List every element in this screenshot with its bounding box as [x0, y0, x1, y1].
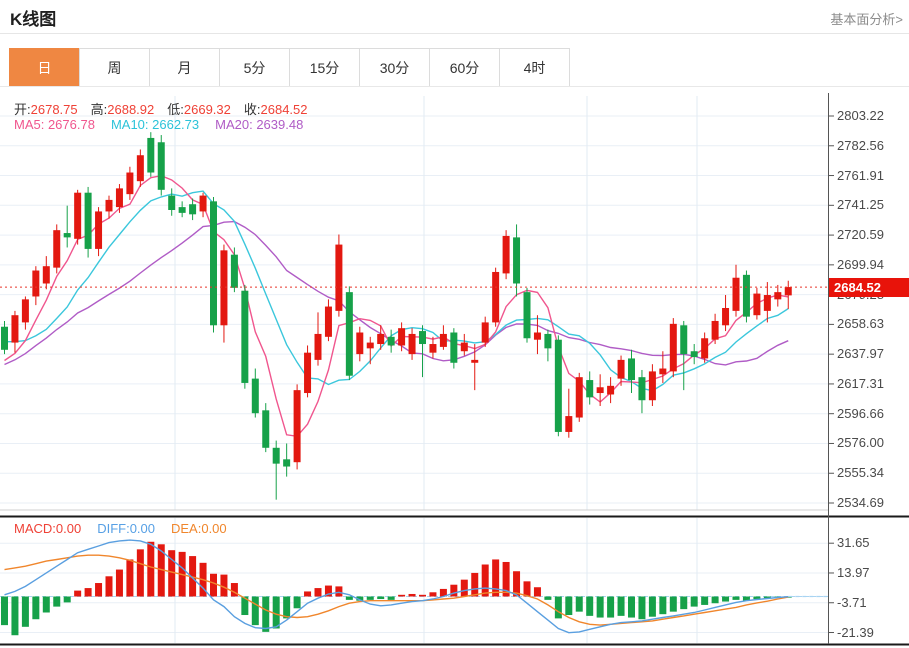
macd-axis-tick-label: -3.71	[837, 594, 867, 610]
price-axis-tick-label: 2741.25	[837, 197, 884, 213]
tab-15min[interactable]: 15分	[289, 48, 360, 87]
close-value: 2684.52	[260, 102, 308, 117]
interval-tab-bar: 日 周 月 5分 15分 30分 60分 4时	[9, 48, 570, 87]
macd-axis-tick-label: 13.97	[837, 564, 870, 580]
macd-readout: MACD:0.00 DIFF:0.00 DEA:0.00	[14, 521, 227, 536]
ma5-value: MA5: 2676.78	[14, 117, 95, 132]
tab-day[interactable]: 日	[9, 48, 80, 87]
price-axis-tick-label: 2555.34	[837, 465, 884, 481]
tabbar-divider	[0, 86, 909, 87]
price-axis-tick-label: 2720.59	[837, 227, 884, 243]
ma20-value: MA20: 2639.48	[215, 117, 304, 132]
header-divider	[0, 33, 909, 34]
dea-value: DEA:0.00	[171, 521, 227, 536]
macd-axis-tick-label: -21.39	[837, 624, 874, 640]
tab-60min[interactable]: 60分	[429, 48, 500, 87]
low-value: 2669.32	[183, 102, 231, 117]
price-axis-tick-label: 2534.69	[837, 495, 884, 510]
price-axis-tick-label: 2782.56	[837, 137, 884, 153]
price-axis-tick-label: 2576.00	[837, 435, 884, 451]
price-axis-tick-label: 2699.94	[837, 256, 884, 272]
tab-30min[interactable]: 30分	[359, 48, 430, 87]
close-label: 收:	[243, 102, 261, 117]
price-axis-tick-label: 2596.66	[837, 405, 884, 421]
fundamental-analysis-link[interactable]: 基本面分析>	[830, 12, 903, 27]
ma10-value: MA10: 2662.73	[110, 117, 200, 132]
high-value: 2688.92	[107, 102, 155, 117]
macd-value: MACD:0.00	[14, 521, 82, 536]
low-label: 低:	[167, 102, 184, 117]
price-axis-tick-label: 2803.22	[837, 108, 884, 123]
page-title: K线图	[10, 10, 57, 29]
tab-month[interactable]: 月	[149, 48, 220, 87]
macd-axis-tick-label: 31.65	[837, 535, 870, 551]
current-price-tag: 2684.52	[829, 277, 909, 297]
diff-value: DIFF:0.00	[97, 521, 155, 536]
open-value: 2678.75	[30, 102, 78, 117]
price-axis-tick-label: 2658.63	[837, 316, 884, 332]
high-label: 高:	[90, 102, 108, 117]
price-axis-tick-label: 2617.31	[837, 375, 884, 391]
tab-5min[interactable]: 5分	[219, 48, 290, 87]
ma-readout: MA5: 2676.78 MA10: 2662.73 MA20: 2639.48	[14, 117, 303, 132]
price-axis-tick-label: 2637.97	[837, 346, 884, 362]
open-label: 开:	[14, 102, 31, 117]
ohlc-readout: 开:2678.75 高:2688.92 低:2669.32 收:2684.52	[14, 99, 321, 118]
price-axis-tick-label: 2761.91	[837, 167, 884, 183]
